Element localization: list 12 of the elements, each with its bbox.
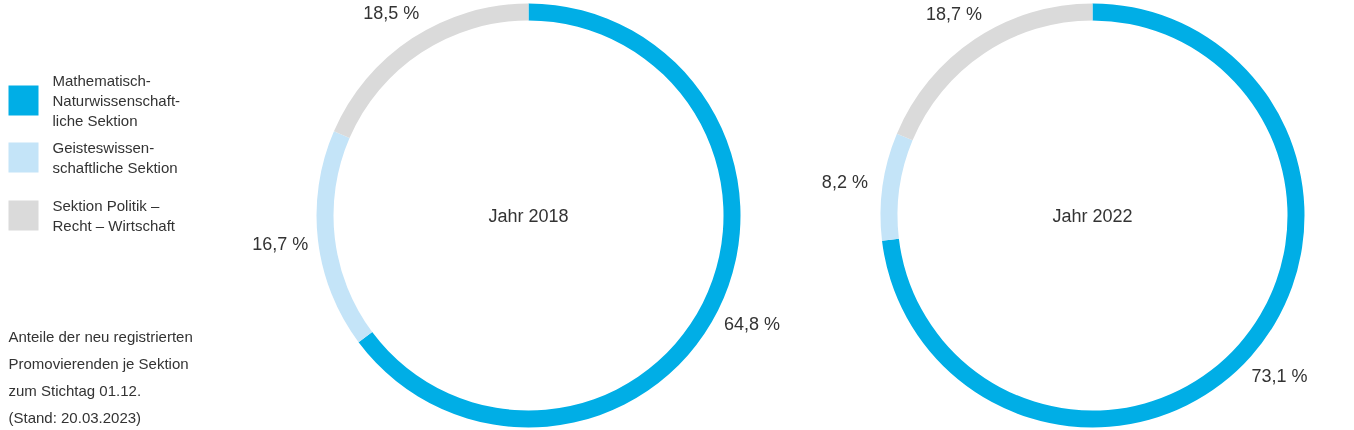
data-label: 16,7 %: [252, 233, 309, 254]
data-label: 73,1 %: [1251, 366, 1308, 387]
legend-label: Geisteswissen- schaftliche Sektion: [52, 138, 178, 177]
data-label: 18,7 %: [925, 4, 982, 25]
data-label: 8,2 %: [821, 172, 868, 193]
data-label: 64,8 %: [723, 314, 780, 335]
legend-label: Mathematisch- Naturwissenschaft- liche Sektion: [52, 71, 181, 130]
text: Jahr 2022: [1052, 205, 1133, 226]
legend-label: Sektion Politik – Recht – Wirtschaft: [52, 196, 176, 235]
text: Jahr 2018: [488, 205, 569, 226]
text: Anteile der neu registrierten Promovierenden je Sektion zum Stichtag 01.12. (Stand: 20.03.2023): [8, 327, 193, 427]
data-label: 18,5 %: [363, 3, 420, 24]
